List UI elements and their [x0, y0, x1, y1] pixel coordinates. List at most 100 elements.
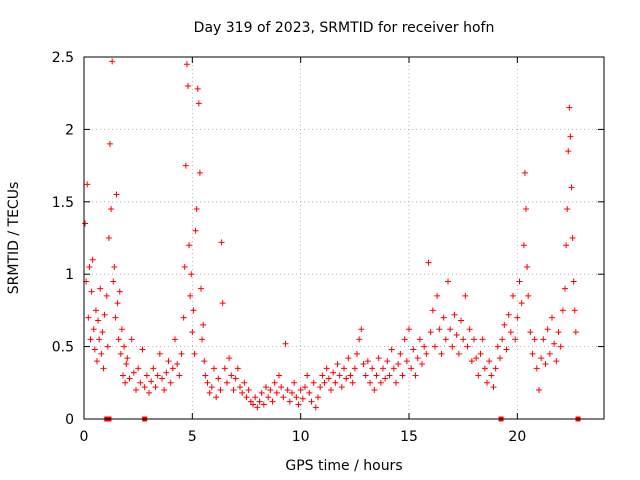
- data-point: [156, 350, 163, 357]
- data-point: [570, 278, 577, 285]
- data-point: [525, 292, 532, 299]
- data-point: [455, 350, 462, 357]
- data-point: [286, 398, 293, 405]
- data-points: [82, 58, 581, 422]
- data-point: [367, 379, 373, 386]
- data-point: [486, 358, 493, 365]
- data-point: [568, 184, 575, 191]
- data-point: [351, 365, 358, 372]
- axis-ticks: 0 5 10 15 20 0 0.5 1 1.5 2 2.5: [52, 50, 604, 445]
- data-point: [278, 384, 285, 391]
- data-point: [137, 379, 144, 386]
- data-point: [406, 326, 412, 333]
- data-point: [330, 369, 337, 376]
- data-point: [499, 336, 506, 343]
- x-axis-label: GPS time / hours: [285, 458, 402, 474]
- data-point: [458, 317, 464, 324]
- data-point: [204, 379, 211, 386]
- data-point: [96, 336, 103, 343]
- data-point: [347, 372, 354, 379]
- data-point: [109, 58, 116, 65]
- data-point: [299, 395, 306, 402]
- data-point: [546, 350, 553, 357]
- data-point: [408, 365, 415, 372]
- data-point: [135, 365, 142, 372]
- data-point: [507, 329, 514, 336]
- data-point: [258, 389, 265, 396]
- data-point: [88, 288, 95, 295]
- data-point: [295, 401, 302, 408]
- data-point: [527, 329, 534, 336]
- data-point: [201, 358, 208, 365]
- data-point: [226, 355, 233, 362]
- data-point: [434, 292, 441, 299]
- data-point: [323, 365, 330, 372]
- data-point: [429, 307, 436, 314]
- data-point: [354, 350, 360, 357]
- data-point: [425, 259, 432, 266]
- data-point: [194, 85, 201, 92]
- data-point: [369, 365, 376, 372]
- data-point: [146, 389, 152, 396]
- data-point: [101, 311, 108, 318]
- data-point: [269, 398, 276, 405]
- data-point: [553, 358, 560, 365]
- data-point: [412, 372, 419, 379]
- data-point: [110, 278, 117, 285]
- data-point: [186, 242, 193, 249]
- data-point: [520, 242, 527, 249]
- data-point: [241, 379, 248, 386]
- data-point: [118, 326, 125, 333]
- data-point: [505, 311, 512, 318]
- data-point: [104, 343, 111, 350]
- data-point: [488, 372, 495, 379]
- data-point: [117, 350, 124, 357]
- data-point: [271, 379, 278, 386]
- data-point: [466, 326, 473, 333]
- data-point: [524, 263, 531, 270]
- data-point: [462, 292, 469, 299]
- data-point: [293, 394, 300, 401]
- data-point: [284, 387, 291, 394]
- data-point: [237, 384, 243, 391]
- data-point: [341, 365, 347, 372]
- data-point: [108, 206, 115, 213]
- data-point: [178, 350, 185, 357]
- data-point: [536, 387, 542, 394]
- data-point: [84, 181, 91, 188]
- data-point: [224, 379, 230, 386]
- y-tick-label: 1.5: [52, 195, 74, 211]
- data-point: [154, 372, 161, 379]
- data-point: [159, 375, 165, 382]
- data-point: [126, 375, 133, 382]
- data-point: [531, 336, 538, 343]
- data-point: [471, 336, 477, 343]
- data-point: [213, 394, 220, 401]
- data-point: [172, 336, 178, 343]
- data-point: [436, 326, 443, 333]
- data-point: [518, 300, 525, 307]
- data-point: [442, 336, 449, 343]
- data-point: [89, 256, 96, 263]
- data-point: [130, 369, 137, 376]
- data-point: [91, 346, 98, 353]
- data-point: [521, 169, 528, 176]
- data-point: [421, 343, 428, 350]
- data-point: [494, 343, 501, 350]
- data-point: [555, 329, 562, 336]
- data-point: [280, 394, 287, 401]
- data-point: [121, 343, 128, 350]
- data-point: [384, 358, 391, 365]
- data-point: [211, 365, 217, 372]
- data-point: [92, 307, 99, 314]
- data-point: [410, 346, 417, 353]
- x-tick-label: 5: [188, 429, 197, 445]
- data-point: [460, 336, 467, 343]
- data-point: [198, 285, 204, 292]
- data-point: [540, 336, 547, 343]
- data-point: [464, 343, 471, 350]
- data-point: [332, 379, 339, 386]
- data-point: [423, 350, 430, 357]
- data-point: [564, 206, 571, 213]
- x-tick-label: 10: [292, 429, 310, 445]
